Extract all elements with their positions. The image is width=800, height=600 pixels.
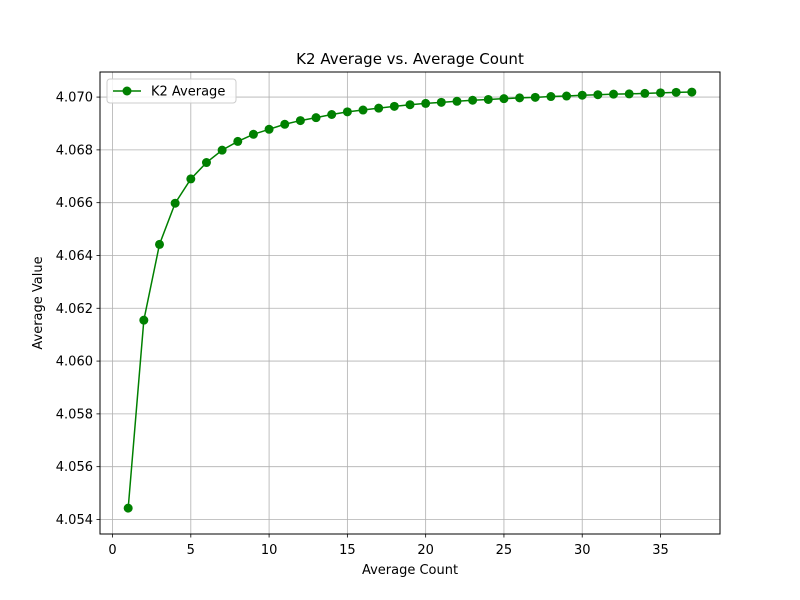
data-point <box>483 94 493 104</box>
legend-box <box>106 78 237 104</box>
data-point <box>264 124 274 134</box>
data-point <box>593 90 603 100</box>
data-point <box>421 98 431 108</box>
y-tick-label: 4.060 <box>56 355 93 370</box>
data-point <box>139 315 149 325</box>
data-point <box>358 105 368 115</box>
data-point <box>436 97 446 107</box>
ticks: 0 5 10 15 20 25 30 35 4.054 4.056 4.058 4.060 4.062 4… <box>56 91 669 558</box>
x-tick-label: 0 <box>108 543 116 558</box>
legend-marker-icon <box>122 86 132 96</box>
data-point <box>609 89 619 99</box>
y-tick-label: 4.066 <box>56 196 93 211</box>
y-tick-label: 4.054 <box>56 513 93 528</box>
x-tick-label: 5 <box>187 543 195 558</box>
data-point <box>562 91 572 101</box>
y-tick-label: 4.068 <box>56 143 93 158</box>
data-point <box>515 93 525 103</box>
legend: K2 Average <box>106 78 237 104</box>
data-point <box>671 87 681 97</box>
plot-area-frame <box>99 71 721 535</box>
y-tick-label: 4.070 <box>56 91 93 106</box>
legend-label: K2 Average <box>151 85 225 100</box>
data-point <box>217 145 227 155</box>
data-point <box>201 158 211 168</box>
data-point <box>577 90 587 100</box>
y-tick-label: 4.056 <box>56 460 93 475</box>
x-tick-label: 35 <box>652 543 669 558</box>
data-point <box>154 239 164 249</box>
grid <box>100 72 720 534</box>
y-tick-label: 4.064 <box>56 249 93 264</box>
data-point <box>530 92 540 102</box>
data-point <box>327 110 337 120</box>
data-point <box>170 198 180 208</box>
y-tick-label: 4.058 <box>56 407 93 422</box>
data-point <box>687 87 697 97</box>
data-point <box>499 94 509 104</box>
data-point <box>405 100 415 110</box>
x-tick-label: 30 <box>574 543 591 558</box>
chart-title: K2 Average vs. Average Count <box>296 50 524 68</box>
data-point <box>374 103 384 113</box>
data-point <box>248 129 258 139</box>
x-tick-label: 10 <box>261 543 278 558</box>
x-tick-label: 20 <box>417 543 434 558</box>
data-point <box>640 88 650 98</box>
data-point <box>280 119 290 129</box>
data-point <box>656 88 666 98</box>
data-point <box>389 101 399 111</box>
data-point <box>186 174 196 184</box>
data-point <box>342 107 352 117</box>
data-point <box>233 136 243 146</box>
data-point <box>311 113 321 123</box>
data-point <box>624 89 634 99</box>
series-layer <box>123 87 697 513</box>
y-axis-label: Average Value <box>31 256 46 349</box>
data-point <box>295 116 305 126</box>
data-point <box>452 96 462 106</box>
data-point <box>123 503 133 513</box>
x-axis-label: Average Count <box>362 563 458 578</box>
y-tick-label: 4.062 <box>56 302 93 317</box>
x-tick-label: 25 <box>496 543 513 558</box>
data-point <box>468 95 478 105</box>
data-point <box>546 92 556 102</box>
x-tick-label: 15 <box>339 543 356 558</box>
